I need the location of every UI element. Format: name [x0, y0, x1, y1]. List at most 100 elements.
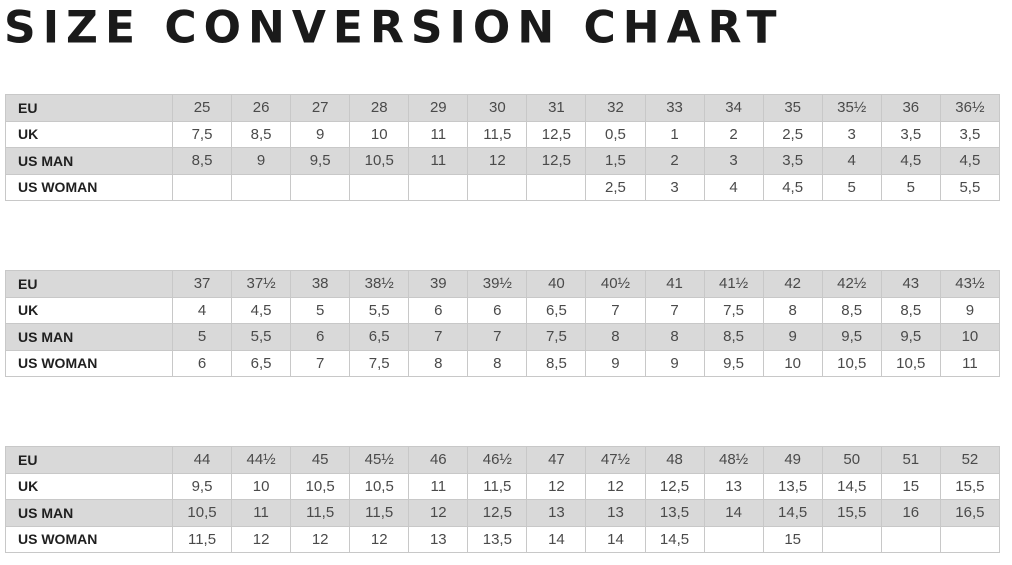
size-cell: 41 [644, 270, 705, 298]
size-cell: 47½ [585, 446, 646, 474]
size-cell [349, 173, 410, 201]
size-cell: 12 [349, 525, 410, 553]
size-cell [526, 173, 587, 201]
size-cell: 10,5 [349, 147, 410, 175]
size-cell: 47 [526, 446, 587, 474]
size-cell: 8,5 [526, 349, 587, 377]
size-cell: 27 [290, 94, 351, 122]
size-cell: 2,5 [762, 120, 823, 148]
size-cell: 9,5 [290, 147, 351, 175]
size-table-2: EU 37 37½ 38 38½ 39 39½ 40 40½ 41 41½ 42 42½ 43 43½ UK 4… [5, 270, 1001, 377]
size-cell: 16 [880, 499, 941, 527]
size-cell: 3 [703, 147, 764, 175]
table-row-eu: EU 25 26 27 28 29 30 31 32 33 34 35 35½ 36 36½ [5, 94, 1001, 122]
size-cell: 12,5 [467, 499, 528, 527]
size-cell: 12 [526, 472, 587, 500]
size-cell: 5,5 [349, 296, 410, 324]
size-cell: 11 [408, 120, 469, 148]
size-cell: 5,5 [231, 323, 292, 351]
size-cell: 45 [290, 446, 351, 474]
size-cell: 3,5 [939, 120, 1001, 148]
size-cell: 11 [408, 472, 469, 500]
size-cell: 14,5 [762, 499, 823, 527]
size-cell: 11,5 [290, 499, 351, 527]
size-cell: 7 [408, 323, 469, 351]
size-cell: 6,5 [526, 296, 587, 324]
size-cell: 5 [880, 173, 941, 201]
size-cell: 3 [644, 173, 705, 201]
size-cell: 15,5 [821, 499, 882, 527]
size-cell: 13,5 [467, 525, 528, 553]
size-cell: 9,5 [880, 323, 941, 351]
size-cell: 28 [349, 94, 410, 122]
size-cell: 4 [171, 296, 233, 324]
size-cell: 35½ [821, 94, 882, 122]
row-label: UK [5, 296, 173, 324]
table-row-uk: UK 9,5 10 10,5 10,5 11 11,5 12 12 12,5 13 13,5 14,5 1… [5, 472, 1001, 500]
size-cell: 39½ [467, 270, 528, 298]
size-cell: 41½ [703, 270, 764, 298]
size-cell: 36½ [939, 94, 1001, 122]
size-cell: 6,5 [349, 323, 410, 351]
size-cell: 34 [703, 94, 764, 122]
size-cell: 12 [290, 525, 351, 553]
size-cell: 12,5 [644, 472, 705, 500]
size-cell: 5,5 [939, 173, 1001, 201]
size-cell: 13 [526, 499, 587, 527]
size-cell: 42 [762, 270, 823, 298]
size-cell: 38 [290, 270, 351, 298]
size-cell [703, 525, 764, 553]
size-cell: 46½ [467, 446, 528, 474]
size-cell: 14 [585, 525, 646, 553]
size-cell: 40½ [585, 270, 646, 298]
size-cell: 10,5 [171, 499, 233, 527]
size-cell: 11,5 [467, 472, 528, 500]
table-row-eu: EU 37 37½ 38 38½ 39 39½ 40 40½ 41 41½ 42 42½ 43 43½ [5, 270, 1001, 298]
size-cell: 4 [703, 173, 764, 201]
table-row-us-man: US MAN 5 5,5 6 6,5 7 7 7,5 8 8 8,5 9 9,5 9,5 10 [5, 323, 1001, 351]
size-cell: 13 [585, 499, 646, 527]
size-cell: 1 [644, 120, 705, 148]
size-cell: 6 [408, 296, 469, 324]
size-cell: 9,5 [821, 323, 882, 351]
size-cell: 13 [408, 525, 469, 553]
size-cell: 49 [762, 446, 823, 474]
size-cell: 35 [762, 94, 823, 122]
size-cell: 43 [880, 270, 941, 298]
row-label: US MAN [5, 323, 173, 351]
size-table-1: EU 25 26 27 28 29 30 31 32 33 34 35 35½ 36 36½ UK 7,5 8,5… [5, 94, 1001, 201]
size-cell: 43½ [939, 270, 1001, 298]
size-cell: 8 [467, 349, 528, 377]
size-cell: 4,5 [880, 147, 941, 175]
size-cell: 2 [644, 147, 705, 175]
size-cell: 3,5 [762, 147, 823, 175]
size-cell: 8,5 [231, 120, 292, 148]
table-row-us-woman: US WOMAN 2,5 3 4 4,5 5 5 5,5 [5, 173, 1001, 201]
size-cell [880, 525, 941, 553]
size-cell: 9 [762, 323, 823, 351]
size-cell: 11,5 [467, 120, 528, 148]
size-cell: 14 [703, 499, 764, 527]
size-cell: 14 [526, 525, 587, 553]
size-cell [171, 173, 233, 201]
size-cell: 8,5 [171, 147, 233, 175]
table-row-us-man: US MAN 10,5 11 11,5 11,5 12 12,5 13 13 13,5 14 14,5… [5, 499, 1001, 527]
size-cell: 12,5 [526, 147, 587, 175]
size-cell: 37 [171, 270, 233, 298]
size-cell: 40 [526, 270, 587, 298]
size-cell: 4 [821, 147, 882, 175]
size-cell: 1,5 [585, 147, 646, 175]
size-cell: 12 [467, 147, 528, 175]
size-cell: 12 [231, 525, 292, 553]
size-cell: 11 [231, 499, 292, 527]
row-label: US WOMAN [5, 349, 173, 377]
size-cell: 5 [821, 173, 882, 201]
size-cell: 13 [703, 472, 764, 500]
size-cell: 45½ [349, 446, 410, 474]
row-label: US MAN [5, 147, 173, 175]
size-cell: 33 [644, 94, 705, 122]
size-cell: 10,5 [821, 349, 882, 377]
row-label: EU [5, 446, 173, 474]
size-cell: 37½ [231, 270, 292, 298]
size-cell: 46 [408, 446, 469, 474]
